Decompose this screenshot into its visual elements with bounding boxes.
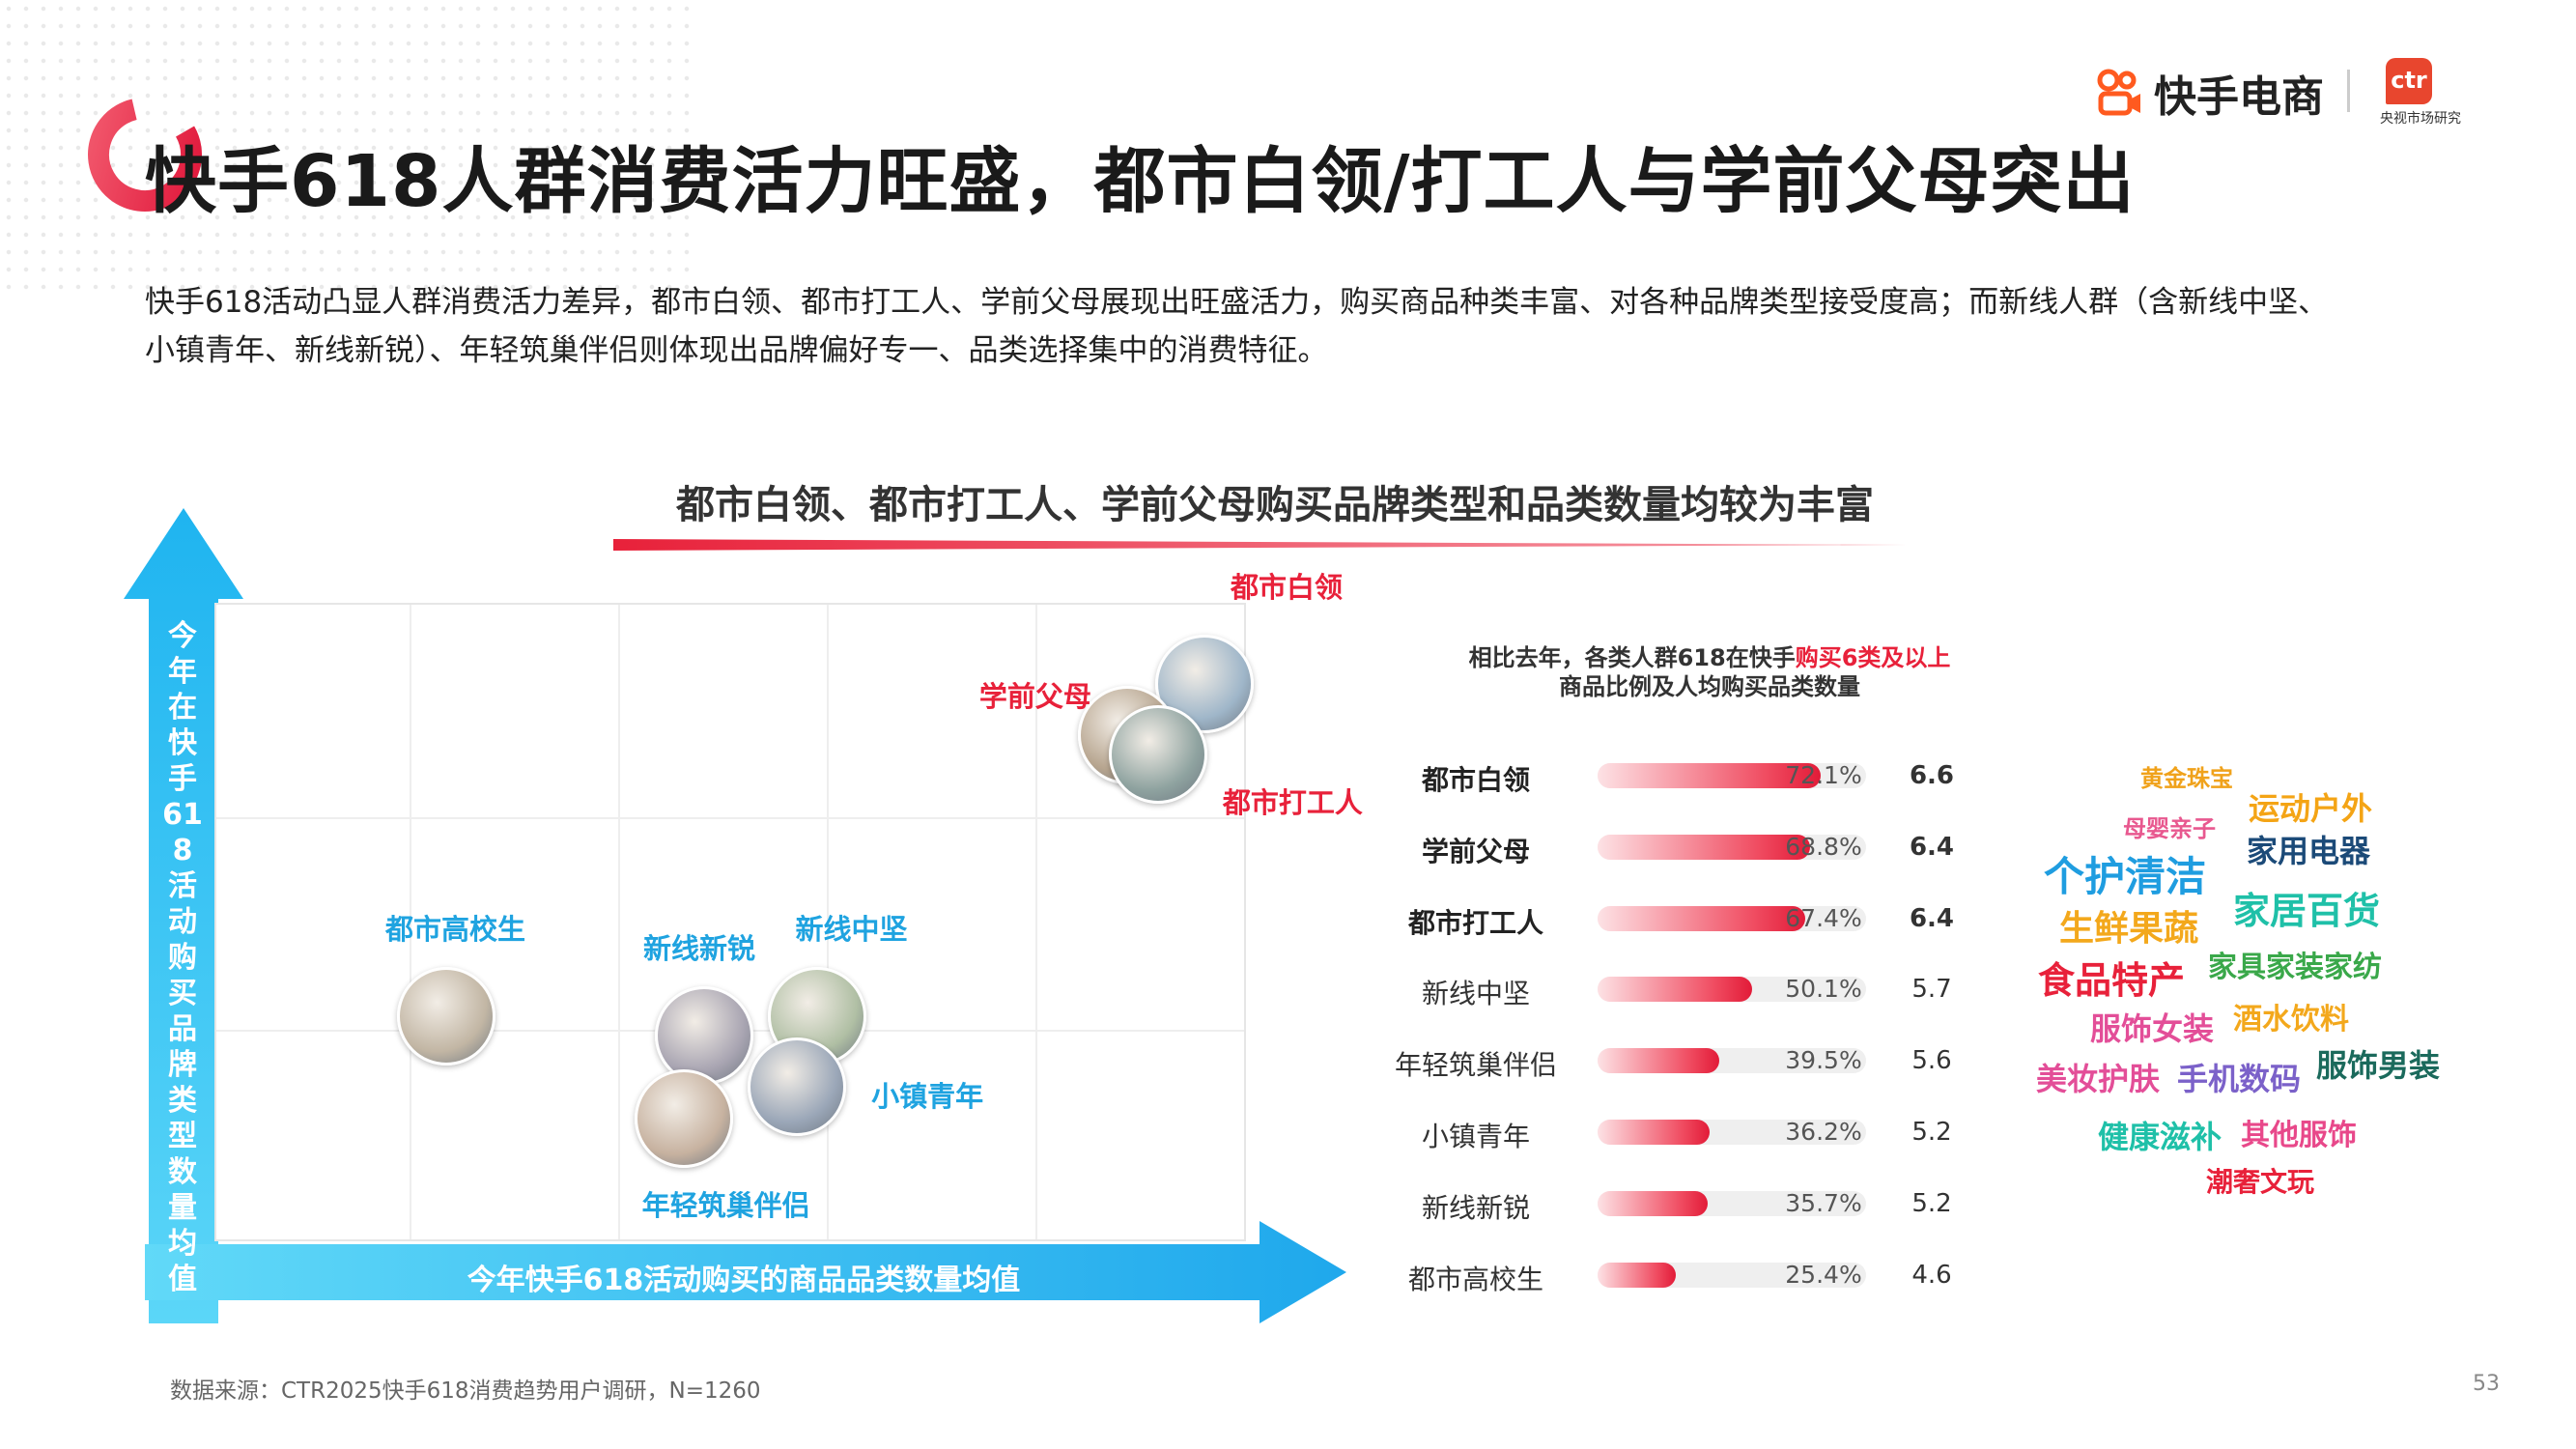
word-cloud-item: 运动户外 — [2249, 790, 2373, 827]
quadrant-plot: 都市白领学前父母都市打工人都市高校生新线新锐 新线中坚小镇青年年轻筑巢伴侣 — [214, 571, 1363, 1241]
avg-category-count: 5.2 — [1911, 1118, 1952, 1147]
bar-value-label: 39.5% — [1785, 1046, 1862, 1075]
bar-fill — [1598, 834, 1810, 860]
bar-value-label: 68.8% — [1785, 832, 1862, 861]
bar-category-label: 新线中坚 — [1421, 978, 1530, 1010]
point-label: 都市打工人 — [1222, 786, 1363, 820]
x-axis-label: 今年快手618活动购买的商品品类数量均值 — [467, 1264, 1021, 1297]
bar-category-label: 都市高校生 — [1407, 1263, 1543, 1295]
bar-category-label: 都市白领 — [1421, 764, 1530, 796]
bar-value-label: 67.4% — [1785, 903, 1862, 932]
point-label: 都市高校生 — [384, 913, 525, 947]
avg-category-count: 5.2 — [1911, 1188, 1952, 1218]
ctr-subtitle: 央视市场研究 — [2380, 111, 2461, 127]
bar-title-part2: 商品比例及人均购买品类数量 — [1559, 673, 1860, 700]
point-label: 新线新锐 — [642, 931, 755, 965]
bar-value-label: 50.1% — [1785, 975, 1862, 1004]
title-ring-icon — [88, 98, 202, 212]
bar-fill — [1598, 763, 1821, 788]
bubble-小镇青年 — [748, 1037, 847, 1136]
bar-fill — [1598, 1262, 1677, 1288]
bar-track — [1598, 1262, 1866, 1288]
bar-category-label: 年轻筑巢伴侣 — [1394, 1049, 1557, 1082]
subtitle-underline — [613, 539, 1908, 551]
axis-arrows — [124, 508, 1346, 1323]
bubble-都市打工人 — [1108, 705, 1207, 805]
word-cloud-item: 家居百货 — [2233, 890, 2381, 932]
bar-fill — [1598, 1190, 1709, 1216]
dot-pattern — [0, 0, 695, 290]
word-cloud-item: 潮奢文玩 — [2206, 1166, 2315, 1198]
grid-line — [827, 605, 829, 1239]
word-cloud-item: 家用电器 — [2247, 833, 2371, 869]
page-number: 53 — [2473, 1372, 2500, 1396]
word-cloud-item: 母婴亲子 — [2123, 815, 2216, 842]
bar-track — [1598, 1120, 1866, 1145]
bubble-新线新锐 — [654, 985, 753, 1085]
bar-track — [1598, 905, 1866, 931]
bar-category-label: 都市打工人 — [1407, 906, 1543, 939]
bar-value-label: 36.2% — [1785, 1118, 1862, 1146]
grid-line — [1035, 605, 1037, 1239]
word-cloud-item: 服饰男装 — [2316, 1047, 2441, 1084]
bar-value-label: 72.1% — [1785, 761, 1862, 789]
kuaishou-logo-icon — [2097, 69, 2140, 116]
word-cloud-item: 家具家装家纺 — [2208, 951, 2382, 984]
bar-category-label: 学前父母 — [1421, 835, 1530, 867]
bar-track — [1598, 977, 1866, 1003]
point-label: 小镇青年 — [871, 1079, 984, 1113]
point-label: 新线中坚 — [795, 913, 908, 947]
point-label: 年轻筑巢伴侣 — [641, 1188, 810, 1222]
point-label: 学前父母 — [978, 680, 1091, 714]
avg-category-count: 5.6 — [1911, 1046, 1952, 1076]
bar-category-label: 新线新锐 — [1421, 1191, 1530, 1224]
word-cloud-item: 黄金珠宝 — [2140, 765, 2233, 792]
bar-value-label: 35.7% — [1785, 1188, 1862, 1217]
brand-divider — [2347, 70, 2350, 112]
bar-track — [1598, 1190, 1866, 1216]
word-cloud-item: 手机数码 — [2177, 1061, 2302, 1097]
bar-fill — [1598, 1120, 1710, 1145]
section-subtitle: 都市白领、都市打工人、学前父母购买品牌类型和品类数量均较为丰富 — [676, 483, 1874, 527]
word-cloud-item: 服饰女装 — [2090, 1010, 2215, 1047]
bubble-年轻筑巢伴侣 — [634, 1068, 733, 1168]
grid-line — [410, 605, 411, 1239]
word-cloud-item: 生鲜果蔬 — [2059, 909, 2199, 949]
avg-category-count: 6.4 — [1909, 903, 1955, 933]
brand-name: 快手电商 — [2154, 72, 2324, 122]
word-cloud-item: 健康滋补 — [2098, 1119, 2222, 1155]
bar-title-part1: 相比去年，各类人群618在快手 — [1468, 644, 1796, 671]
y-axis-label: 今年在快手618活动购买品牌类型数量均值 — [162, 619, 203, 1296]
word-cloud-item: 酒水饮料 — [2233, 1003, 2349, 1037]
bar-chart-title: 相比去年，各类人群618在快手购买6类及以上 商品比例及人均购买品类数量 — [1410, 643, 2009, 701]
point-label: 都市白领 — [1230, 571, 1343, 605]
bubble-都市高校生 — [396, 967, 495, 1066]
description: 快手618活动凸显人群消费活力差异，都市白领、都市打工人、学前父母展现出旺盛活力… — [145, 285, 2329, 368]
avg-category-count: 6.4 — [1909, 832, 1955, 862]
word-cloud-item: 个护清洁 — [2044, 853, 2207, 900]
grid-line — [618, 605, 620, 1239]
grid-line — [216, 817, 1244, 819]
avg-category-count: 4.6 — [1911, 1260, 1952, 1290]
bar-track — [1598, 834, 1866, 860]
bar-value-label: 25.4% — [1785, 1260, 1862, 1289]
kuaishou-brand: 快手电商 — [2094, 62, 2324, 124]
bar-fill — [1598, 1048, 1720, 1074]
avg-category-count: 6.6 — [1909, 761, 1955, 790]
word-cloud-item: 美妆护肤 — [2036, 1061, 2161, 1097]
avg-category-count: 5.7 — [1911, 975, 1952, 1005]
ctr-logo: ctr — [2386, 58, 2432, 104]
bar-fill — [1598, 977, 1753, 1003]
bar-title-highlight: 购买6类及以上 — [1795, 644, 1951, 671]
page-title: 快手618人群消费活力旺盛，都市白领/打工人与学前父母突出 — [145, 140, 2136, 223]
bar-track — [1598, 1048, 1866, 1074]
data-source: 数据来源：CTR2025快手618消费趋势用户调研，N=1260 — [170, 1378, 761, 1404]
word-cloud-item: 其他服饰 — [2241, 1119, 2357, 1152]
bar-track — [1598, 763, 1866, 788]
bar-category-label: 小镇青年 — [1421, 1121, 1530, 1152]
word-cloud-item: 食品特产 — [2038, 959, 2186, 1002]
bar-fill — [1598, 905, 1806, 931]
